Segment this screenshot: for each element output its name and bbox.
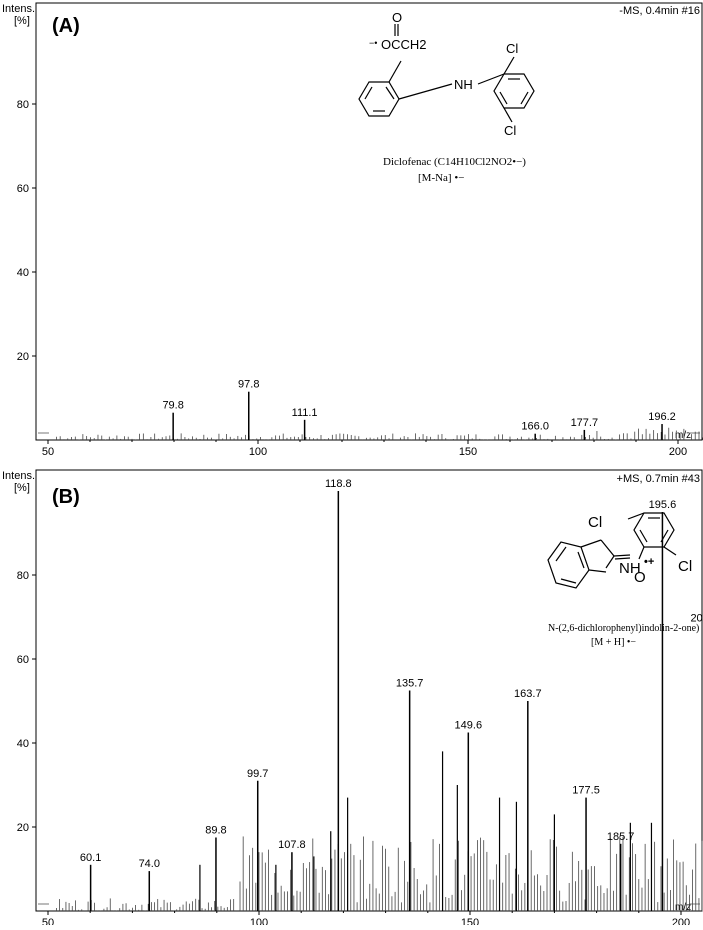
amine-nh-label: NH (454, 77, 473, 92)
panel-a-peak-label-79.8: 79.8 (162, 400, 183, 412)
right-ring-double-bond-2 (499, 91, 508, 105)
panel-a-ylabel-intens: Intens. (2, 3, 35, 15)
lactam-carbonyl-b (614, 557, 631, 560)
panel-b-peak-label-74.0: 74.0 (139, 858, 160, 870)
lactam-nh-label: NH (619, 560, 641, 577)
panel-b-ytick-label: 20 (17, 822, 29, 834)
panel-a-peak-label-196.2: 196.2 (648, 411, 676, 423)
ring-n-bond (588, 569, 607, 573)
panel-b-xtick-label: 150 (461, 917, 479, 925)
nh-bond-left (398, 83, 453, 100)
panel-a-xtick-label: 100 (249, 446, 267, 458)
panel-b-peak-label-185.7: 185.7 (607, 831, 635, 843)
lactam-n-bond (605, 555, 615, 569)
panel-b-noise-peaks (56, 836, 703, 911)
cl-top-label: Cl (506, 41, 518, 56)
right-ring-double-bond-3 (520, 91, 529, 105)
panel-b-xtick-label: 100 (250, 917, 268, 925)
cl-left-label: Cl (588, 514, 602, 531)
panel-b-label: (B) (52, 486, 80, 508)
right-benzene-ring (493, 73, 535, 109)
left-ring-double-bond-1 (364, 86, 373, 100)
panel-a-label: (A) (52, 15, 80, 37)
panel-b-peak-label-205.5: 205.5 (690, 612, 703, 624)
ch2-ring-bond (580, 539, 602, 548)
n-aryl-bond (638, 546, 645, 560)
cl-bottom-label: Cl (504, 123, 516, 138)
indolinone-ion-caption: [M + H] •− (591, 637, 636, 648)
panel-a-peak-label-111.1: 111.1 (292, 407, 318, 419)
panel-a-ytick-label: 40 (17, 267, 29, 279)
panel-a-peak-label-97.8: 97.8 (238, 379, 259, 391)
panel-a: Intens. [%] (A) -MS, 0.4min #16 m/z 79.8… (2, 2, 703, 458)
panel-b-peaks: 60.1 74.0 89.8 99.7 107.8 118.8 135.7 149.6 163.… (80, 478, 703, 911)
panel-b-plot-frame (35, 469, 703, 912)
left-ring-double-bond-3 (385, 86, 395, 100)
cl-top-bond (503, 56, 515, 75)
panel-b-peak-label-135.7: 135.7 (396, 678, 424, 690)
panel-b-ytick-label: 40 (17, 738, 29, 750)
panel-a-axes: 5010015020025030020406080 (17, 99, 687, 458)
panel-b-peak-label-149.6: 149.6 (455, 720, 483, 732)
panel-a-ytick-label: 60 (17, 183, 29, 195)
panel-b-xtick-label: 50 (42, 917, 54, 925)
panel-b-scan-title: +MS, 0.7min #43 (617, 473, 700, 485)
dichlorophenyl-double-bond-2 (660, 529, 669, 543)
carboxylate-group-label: OCCH2 (381, 37, 427, 52)
panel-b-peak-label-89.8: 89.8 (205, 825, 226, 837)
panel-a-xlabel: m/z (675, 430, 691, 441)
panel-b-ytick-label: 80 (17, 570, 29, 582)
panel-a-ytick-label: 20 (17, 351, 29, 363)
panel-b-peak-label-118.8: 118.8 (325, 478, 352, 490)
lactam-oxygen-label: O (634, 569, 646, 586)
panel-b-peak-label-60.1: 60.1 (80, 852, 101, 864)
panel-b-peak-label-107.8: 107.8 (278, 839, 306, 851)
diclofenac-structure (358, 24, 535, 123)
panel-a-peak-label-166.0: 166.0 (521, 421, 549, 433)
cl-right-label: Cl (678, 558, 692, 575)
indoline-double-bond-1 (555, 546, 567, 562)
panel-b-peak-label-177.5: 177.5 (572, 785, 600, 797)
panel-a-ytick-label: 80 (17, 99, 29, 111)
panel-a-plot-frame (35, 2, 703, 441)
cl-right-bond (663, 546, 677, 556)
panel-b-ylabel-percent: [%] (14, 482, 30, 494)
indolinone-caption: N-(2,6-dichlorophenyl)indolin-2-one) (548, 623, 699, 634)
indoline-double-bond-2 (560, 578, 577, 584)
panel-a-xtick-label: 200 (669, 446, 687, 458)
lactam-carbonyl-a (613, 554, 631, 557)
panel-a-noise-peaks (56, 427, 703, 440)
panel-a-peak-label-177.7: 177.7 (571, 417, 599, 429)
panel-b: Intens. [%] (B) +MS, 0.7min #43 m/z 60.1… (2, 469, 703, 929)
indoline-double-bond-3 (577, 551, 585, 569)
cation-radical-mark: •+ (644, 556, 654, 568)
panel-b-peak-label-163.7: 163.7 (514, 688, 542, 700)
panel-b-xtick-label: 200 (672, 917, 690, 925)
panel-a-xtick-label: 150 (459, 446, 477, 458)
panel-a-peaks: 79.897.8111.1166.0177.7196.2218.2251.526… (162, 379, 676, 440)
panel-a-ylabel-percent: [%] (14, 15, 30, 27)
panel-a-scan-title: -MS, 0.4min #16 (619, 5, 700, 17)
cl-left-bond (627, 512, 645, 520)
panel-b-ylabel-intens: Intens. (2, 470, 35, 482)
carbonyl-oxygen-label: O (392, 10, 402, 25)
lactam-carbon-bond (600, 539, 615, 557)
anion-radical-mark: −• (369, 38, 377, 48)
diclofenac-ion-caption: [M-Na] •− (418, 172, 464, 184)
nh-bond-right (477, 73, 505, 85)
panel-b-peak-label-99.7: 99.7 (247, 768, 268, 780)
ch2-bond (388, 60, 402, 83)
diclofenac-caption: Diclofenac (C14H10Cl2NO2•−) (383, 156, 526, 168)
panel-b-peak-label-195.6: 195.6 (649, 499, 677, 511)
panel-a-xtick-label: 50 (42, 446, 54, 458)
panel-b-ytick-label: 60 (17, 654, 29, 666)
dichlorophenyl-double-bond-3 (639, 529, 648, 543)
indolinone-structure (547, 512, 677, 589)
cl-bottom-bond (503, 107, 513, 123)
